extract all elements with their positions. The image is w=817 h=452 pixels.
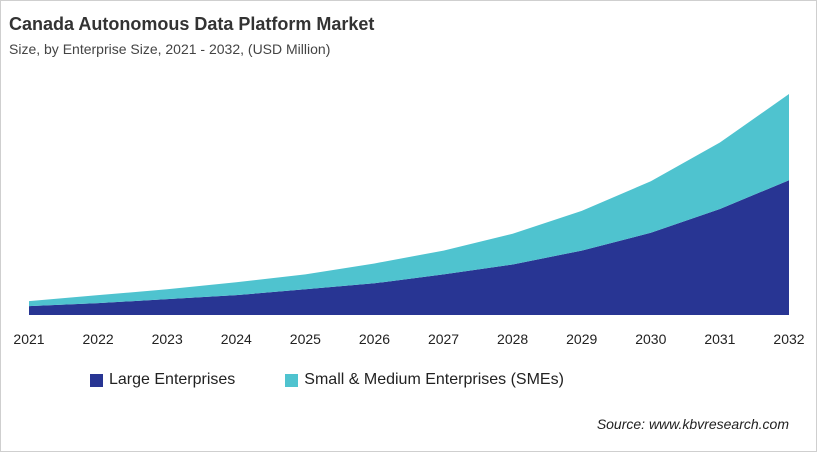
- legend-swatch-smes: [285, 373, 299, 387]
- area-series-1: [29, 93, 789, 307]
- x-tick-label: 2023: [152, 331, 183, 347]
- legend: Large Enterprises Small & Medium Enterpr…: [90, 371, 564, 389]
- chart-title: Canada Autonomous Data Platform Market: [9, 14, 375, 34]
- x-tick-label: 2026: [359, 331, 390, 347]
- area-chart: 2021 2022 2023 2024 2025 2026 2027 2028 2029 2030…: [13, 93, 805, 347]
- x-tick-label: 2030: [635, 331, 666, 347]
- x-tick-label: 2022: [83, 331, 114, 347]
- legend-label-smes: Small & Medium Enterprises (SMEs): [304, 371, 564, 388]
- chart-subtitle: Size, by Enterprise Size, 2021 - 2032, (…: [9, 41, 331, 57]
- x-tick-label: 2032: [773, 331, 804, 347]
- x-tick-label: 2029: [566, 331, 597, 347]
- x-tick-label: 2021: [13, 331, 44, 347]
- x-tick-label: 2027: [428, 331, 459, 347]
- legend-item-large: Large Enterprises: [90, 371, 235, 389]
- legend-item-smes: Small & Medium Enterprises (SMEs): [285, 371, 564, 389]
- source-note: Source: www.kbvresearch.com: [596, 416, 789, 432]
- x-tick-label: 2024: [221, 331, 252, 347]
- legend-label-large: Large Enterprises: [109, 371, 236, 388]
- x-tick-label: 2031: [704, 331, 735, 347]
- x-tick-label: 2028: [497, 331, 528, 347]
- area-series-0: [29, 180, 789, 315]
- x-tick-label: 2025: [290, 331, 321, 347]
- legend-swatch-large: [90, 373, 103, 387]
